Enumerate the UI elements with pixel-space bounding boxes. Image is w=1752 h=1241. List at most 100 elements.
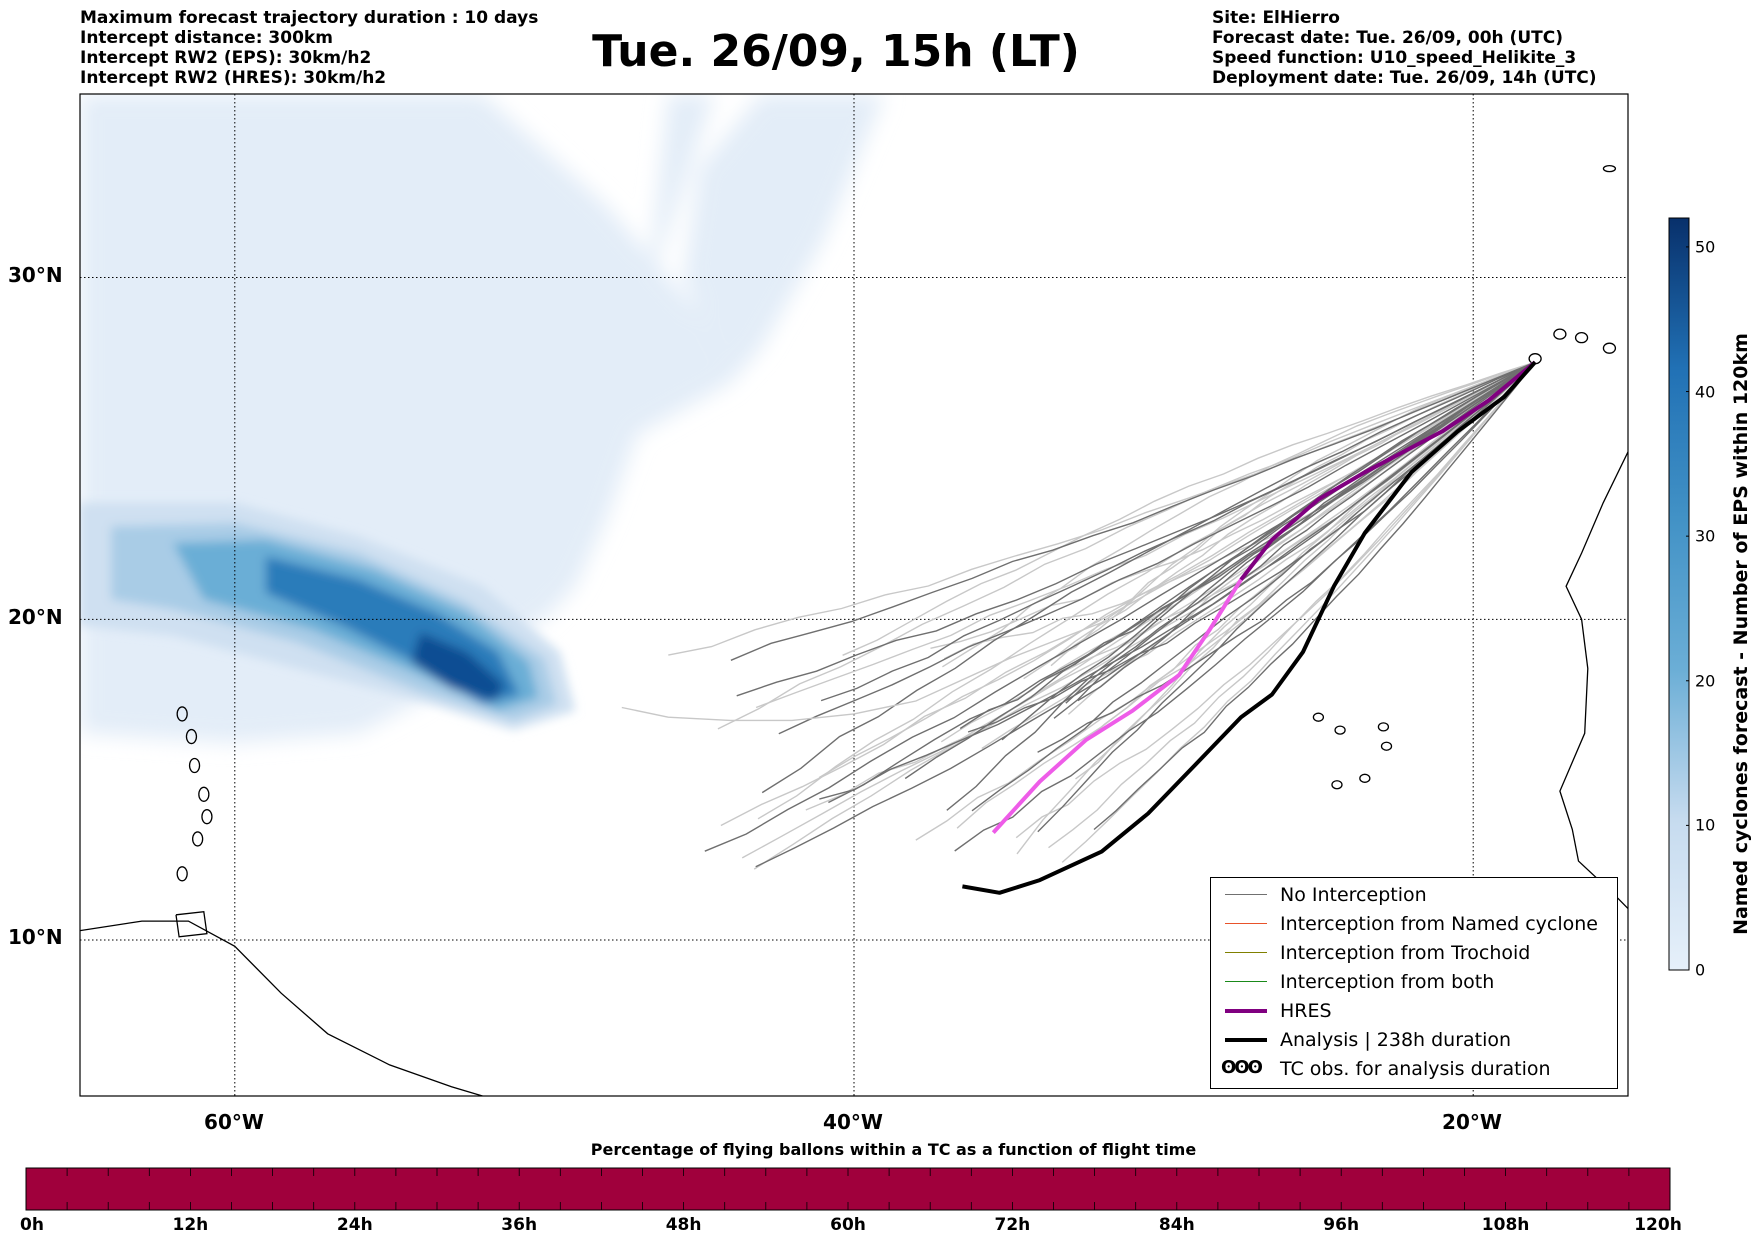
header-line: Deployment date: Tue. 26/09, 14h (UTC) [1212, 68, 1597, 88]
colorbar-tick-label: 50 [1695, 237, 1716, 257]
flight-time-bar-title: Percentage of flying ballons within a TC… [0, 1140, 1752, 1159]
coast-island [1553, 328, 1567, 340]
header-line: Intercept distance: 300km [80, 28, 333, 48]
ensemble-trajectory [761, 361, 1536, 794]
map-gridlines [80, 94, 1628, 1096]
flight-time-tick-label: 108h [1481, 1215, 1530, 1235]
ensemble-trajectory [959, 361, 1536, 730]
header-info-right: Site: ElHierro Forecast date: Tue. 26/09… [1212, 8, 1597, 88]
legend-line-sample [1225, 981, 1267, 982]
legend-item-analysis: Analysis | 238h duration [1217, 1027, 1615, 1053]
flight-time-tick-label: 72h [994, 1215, 1031, 1235]
header-line: Maximum forecast trajectory duration : 1… [80, 8, 539, 28]
legend-label: No Interception [1280, 884, 1427, 906]
ensemble-trajectory [778, 361, 1536, 735]
legend-line-sample [1225, 1038, 1267, 1042]
legend-label: TC obs. for analysis duration [1280, 1058, 1551, 1080]
legend-line-sample [1225, 923, 1267, 924]
legend-item-tc-obs: ʘʘʘ TC obs. for analysis duration [1217, 1056, 1615, 1082]
ensemble-trajectory [956, 361, 1536, 829]
coast-island [201, 809, 213, 825]
flight-time-tick-label: 84h [1158, 1215, 1195, 1235]
ensemble-trajectory [954, 361, 1536, 852]
coast-island [188, 757, 201, 774]
coast-island [1602, 164, 1617, 173]
coast-island [191, 831, 204, 847]
colorbar [1668, 217, 1690, 971]
legend-line-sample [1225, 1009, 1267, 1013]
density-region [683, 94, 885, 384]
title-text: Tue. 26/09, 15h (LT) [592, 26, 1080, 77]
flight-time-tick-label: 24h [336, 1215, 373, 1235]
ensemble-trajectory [805, 361, 1536, 811]
ensemble-trajectory [755, 361, 1536, 709]
lon-label-40w: 40°W [823, 1110, 883, 1134]
map-frame [79, 93, 1629, 1097]
legend-label: Analysis | 238h duration [1280, 1029, 1512, 1051]
lon-label-20w: 20°W [1442, 1110, 1502, 1134]
ensemble-trajectory [621, 621, 1102, 722]
coastlines [80, 164, 1665, 1096]
legend-line-sample [1225, 952, 1267, 953]
lat-label-20n: 20°N [8, 605, 63, 629]
coast-trinidad [175, 910, 208, 938]
lat-label-10n: 10°N [8, 925, 63, 949]
legend-item-no-interception: No Interception [1217, 882, 1615, 908]
legend-item-trochoid: Interception from Trochoid [1217, 940, 1615, 966]
coast-island [1653, 329, 1665, 339]
header-line: Forecast date: Tue. 26/09, 00h (UTC) [1212, 28, 1563, 48]
density-region [637, 94, 715, 384]
colorbar-tick-label: 10 [1695, 815, 1716, 835]
legend-item-both: Interception from both [1217, 969, 1615, 995]
legend-item-named-cyclone: Interception from Named cyclone [1217, 911, 1615, 937]
colorbar-tick-label: 0 [1695, 960, 1706, 980]
colorbar-tick-label: 40 [1695, 382, 1716, 402]
ensemble-trajectory [720, 361, 1536, 827]
legend-line-sample [1225, 894, 1267, 895]
header-line: Speed function: U10_speed_Helikite_3 [1212, 48, 1577, 68]
map-legend: No Interception Interception from Named … [1210, 877, 1618, 1089]
flight-time-tick-label: 36h [501, 1215, 538, 1235]
colorbar-tick-label: 30 [1695, 526, 1716, 546]
lat-label-30n: 30°N [8, 263, 63, 287]
flight-time-tick-label: 96h [1323, 1215, 1360, 1235]
ensemble-trajectory [717, 361, 1536, 730]
hres-track [1239, 360, 1537, 581]
coast-island [176, 866, 188, 882]
ensemble-trajectory [1001, 361, 1536, 741]
ensemble-trajectory [755, 361, 1536, 868]
density-inner [80, 502, 576, 731]
tc-symbol-icon: ʘʘʘ [1221, 1057, 1263, 1078]
legend-label: Interception from both [1280, 971, 1495, 993]
header-line: Intercept RW2 (EPS): 30km/h2 [80, 48, 372, 68]
ensemble-trajectory [736, 361, 1536, 697]
ensemble-trajectory [1061, 361, 1536, 863]
coast-island [1312, 712, 1325, 722]
ensemble-trajectory [1015, 361, 1536, 839]
coast-island [1359, 773, 1371, 783]
flight-time-tick-label: 120h [1634, 1215, 1682, 1235]
legend-item-hres: HRES [1217, 998, 1615, 1024]
coast-island [1574, 332, 1589, 344]
coast-africa [1559, 451, 1628, 909]
coast-island [1331, 780, 1343, 790]
coast-island [1334, 725, 1346, 735]
ensemble-trajectory [842, 361, 1536, 656]
flight-time-tick-label: 0h [20, 1215, 44, 1235]
coast-south-america [80, 920, 483, 1096]
ensemble-trajectory [704, 361, 1536, 852]
legend-label: Interception from Trochoid [1280, 942, 1531, 964]
coast-island [1602, 342, 1617, 354]
colorbar-tick-label: 20 [1695, 671, 1716, 691]
legend-label: HRES [1280, 1000, 1332, 1022]
coast-island [176, 706, 188, 722]
cyclone-density-field [80, 94, 885, 743]
coast-island [198, 786, 210, 802]
flight-time-tick-label: 60h [830, 1215, 866, 1235]
header-line: Intercept RW2 (HRES): 30km/h2 [80, 68, 387, 88]
ensemble-trajectory [1037, 361, 1536, 753]
colorbar-tick-marks [1686, 246, 1689, 971]
coast-island [1377, 722, 1390, 732]
lon-label-60w: 60°W [204, 1110, 264, 1134]
analysis-track [962, 360, 1537, 895]
